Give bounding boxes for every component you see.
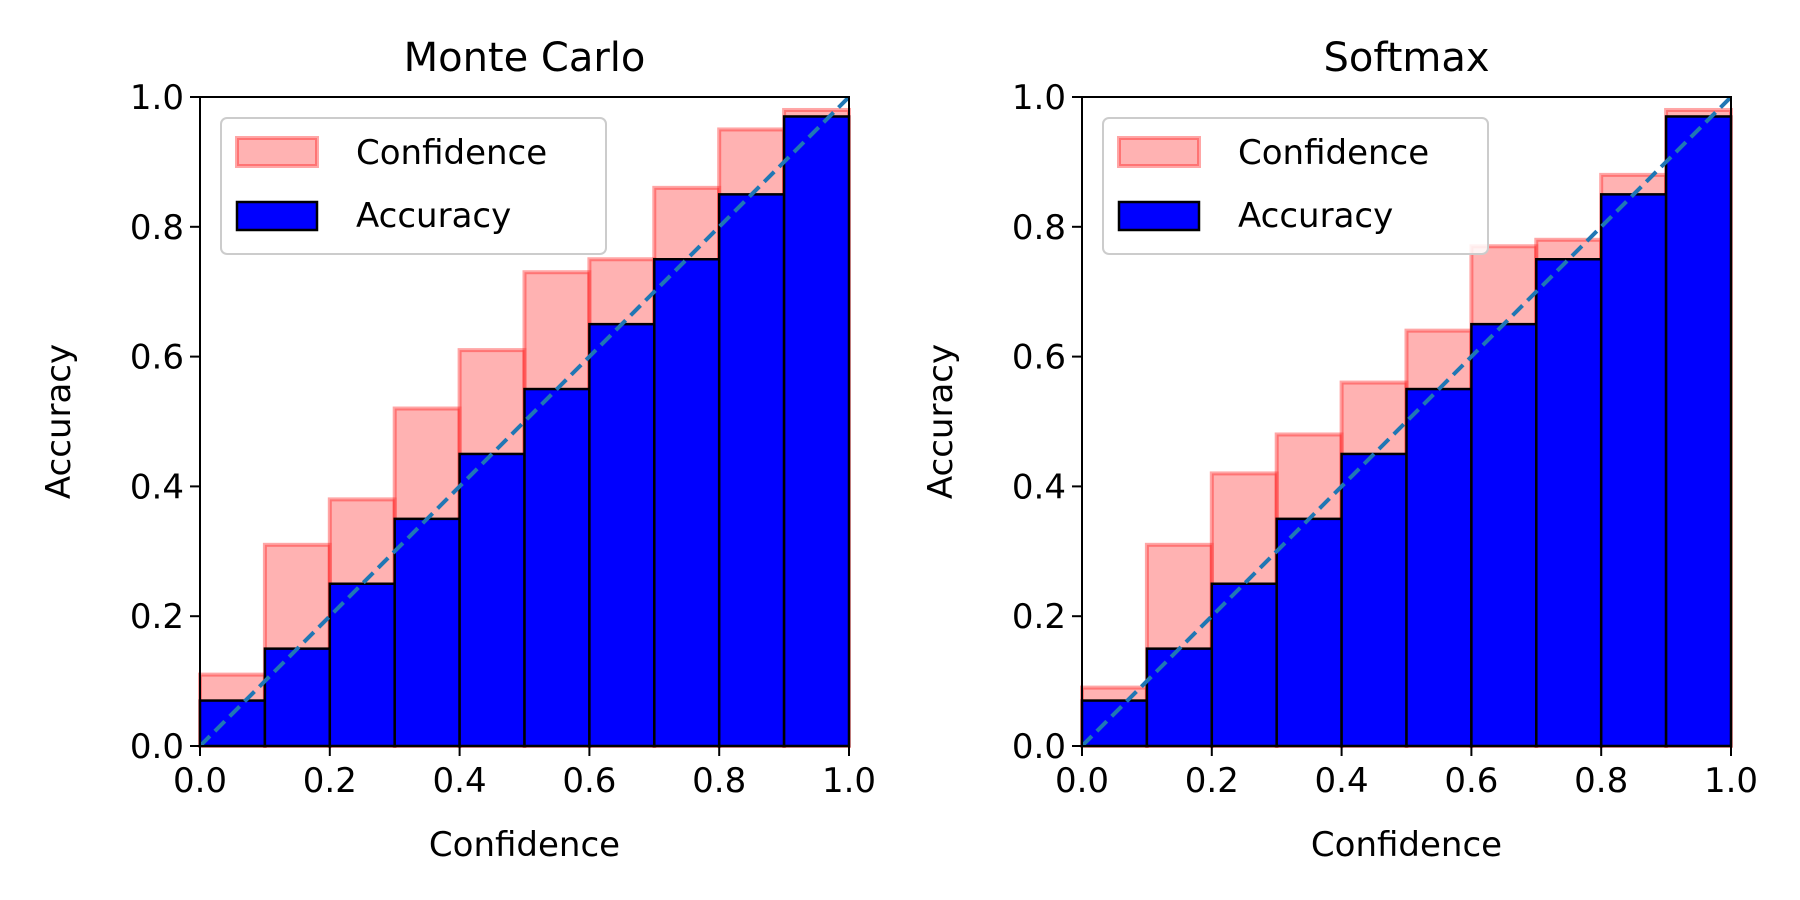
accuracy-bar [263, 647, 332, 748]
accuracy-bar [458, 452, 526, 748]
diagonal-reference-line [198, 95, 851, 748]
legend-label-accuracy: Accuracy [356, 196, 511, 236]
legend-label-accuracy: Accuracy [1238, 196, 1393, 236]
chart-monte-carlo: 0.0 0.2 0.4 0.6 0.8 1.0 0.0 0.2 0.4 0.6 0.8 1.0 Mont… [39, 35, 876, 865]
accuracy-bar [653, 258, 721, 748]
accuracy-bar [782, 115, 851, 748]
y-tick-label: 0.4 [1012, 467, 1066, 507]
legend: Confidence Accuracy [220, 117, 607, 255]
y-tick-label: 1.0 [130, 78, 184, 118]
accuracy-bar [1340, 452, 1408, 748]
x-tick-label: 0.4 [433, 761, 487, 801]
y-tick-label: 0.2 [130, 597, 184, 637]
x-tick-label: 0.0 [173, 761, 227, 801]
legend-swatch-confidence [235, 136, 319, 168]
chart-title: Softmax [1323, 35, 1489, 81]
x-tick-label: 0.6 [562, 761, 616, 801]
y-tick-label: 0.0 [130, 727, 184, 767]
legend-swatch-accuracy [1117, 200, 1201, 232]
legend: Confidence Accuracy [1102, 117, 1489, 255]
x-tick-label: 0.4 [1315, 761, 1369, 801]
accuracy-bar [523, 387, 591, 748]
y-axis-label: Accuracy [921, 344, 961, 499]
legend-label-confidence: Confidence [356, 133, 547, 173]
x-axis-label: Confidence [429, 825, 620, 865]
x-axis-label: Confidence [1311, 825, 1502, 865]
chart-softmax: 0.0 0.2 0.4 0.6 0.8 1.0 0.0 0.2 0.4 0.6 0.8 1.0 Soft… [921, 35, 1758, 865]
x-tick-label: 1.0 [822, 761, 876, 801]
x-tick-label: 0.2 [303, 761, 357, 801]
accuracy-bar [198, 699, 267, 748]
accuracy-bars [198, 115, 851, 748]
y-axis-label: Accuracy [39, 344, 79, 499]
y-tick-label: 0.8 [1012, 208, 1066, 248]
accuracy-bar [1145, 647, 1214, 748]
y-tick-label: 0.6 [1012, 338, 1066, 378]
accuracy-bar [1470, 322, 1538, 748]
y-tick-label: 0.0 [1012, 727, 1066, 767]
axes-frame [199, 96, 850, 747]
accuracy-bar [1599, 193, 1668, 748]
x-tick-label: 0.6 [1444, 761, 1498, 801]
x-tick-label: 0.8 [692, 761, 746, 801]
accuracy-bar [1664, 115, 1733, 748]
accuracy-bar [588, 322, 656, 748]
legend-swatch-accuracy [235, 200, 319, 232]
x-tick-label: 1.0 [1704, 761, 1758, 801]
y-tick-label: 0.8 [130, 208, 184, 248]
accuracy-bar [1535, 258, 1603, 748]
x-tick-label: 0.8 [1574, 761, 1628, 801]
x-tick-label: 0.2 [1185, 761, 1239, 801]
diagonal-reference-line [1080, 95, 1733, 748]
legend-label-confidence: Confidence [1238, 133, 1429, 173]
accuracy-bars [1080, 115, 1733, 748]
accuracy-bar [1275, 517, 1343, 748]
accuracy-bar [393, 517, 461, 748]
y-tick-label: 0.6 [130, 338, 184, 378]
y-tick-label: 0.4 [130, 467, 184, 507]
y-tick-label: 0.2 [1012, 597, 1066, 637]
chart-title: Monte Carlo [404, 35, 646, 81]
accuracy-bar [1080, 699, 1149, 748]
accuracy-bar [717, 193, 786, 748]
accuracy-bar [1405, 387, 1473, 748]
x-tick-label: 0.0 [1055, 761, 1109, 801]
axes-frame [1081, 96, 1732, 747]
y-tick-label: 1.0 [1012, 78, 1066, 118]
legend-swatch-confidence [1117, 136, 1201, 168]
